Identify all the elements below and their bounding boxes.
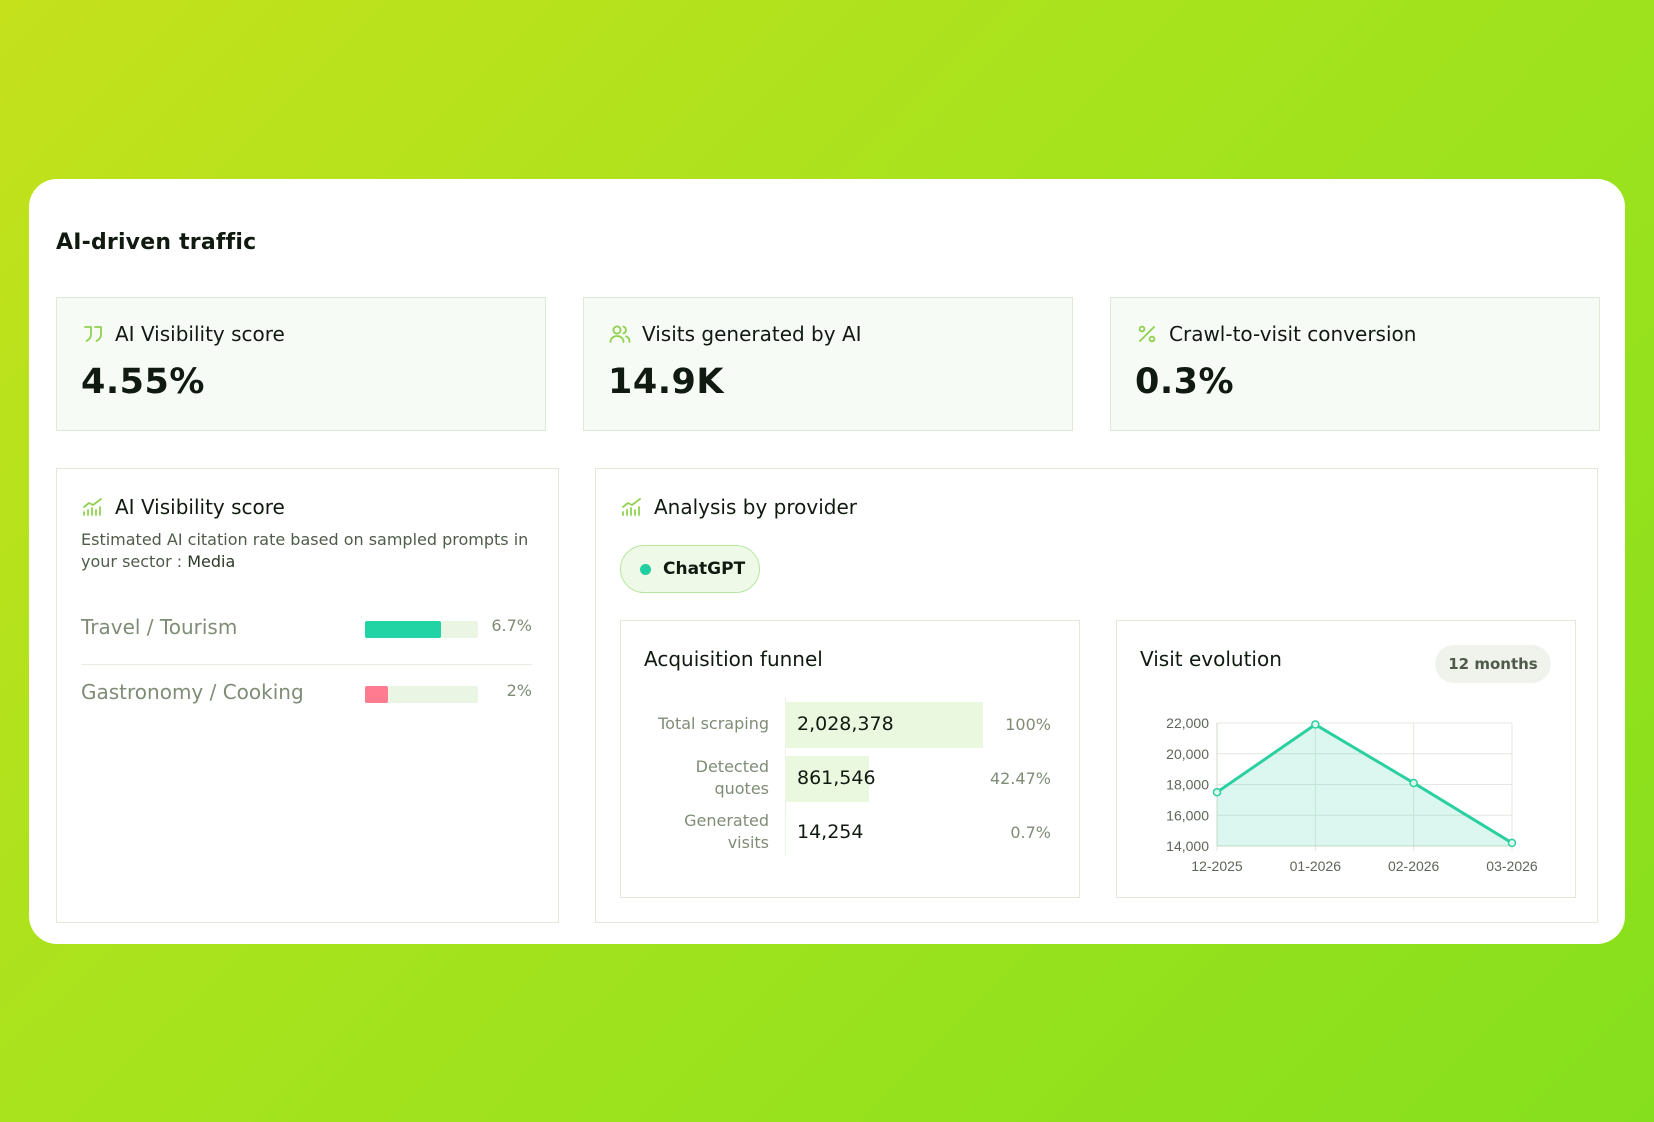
visibility-panel: AI Visibility score Estimated AI citatio… — [56, 468, 559, 923]
funnel-percent: 0.7% — [1010, 823, 1051, 842]
kpi-label: Visits generated by AI — [642, 322, 862, 346]
data-point — [1212, 787, 1222, 797]
funnel-row: Total scraping 2,028,378 100% — [621, 702, 1079, 748]
description-text: Estimated AI citation rate based on samp… — [81, 530, 529, 571]
kpi-label: AI Visibility score — [115, 322, 285, 346]
provider-dot-icon — [640, 563, 651, 575]
sector-bar-track — [365, 686, 478, 703]
provider-panel: Analysis by provider ChatGPT Acquisition… — [595, 468, 1598, 923]
ai-traffic-card: AI-driven traffic AI Visibility score 4.… — [29, 179, 1625, 944]
funnel-value: 14,254 — [797, 821, 864, 843]
kpi-conversion: Crawl-to-visit conversion 0.3% — [1110, 297, 1600, 431]
x-tick-label: 02-2026 — [1388, 858, 1440, 874]
page-title: AI-driven traffic — [56, 230, 257, 255]
data-point — [1409, 778, 1418, 788]
sector-row: Gastronomy / Cooking 2% — [81, 674, 532, 714]
visit-evolution: Visit evolution 12 months 14,000 16,000 18… — [1116, 620, 1576, 898]
series-area — [1217, 724, 1512, 846]
funnel-label: Total scraping — [658, 714, 769, 733]
funnel-title: Acquisition funnel — [644, 647, 823, 671]
kpi-value: 14.9K — [608, 362, 724, 402]
bar-chart-trend-icon — [83, 498, 102, 516]
range-12-months-button[interactable]: 12 months — [1435, 645, 1551, 683]
kpi-ai-visits: Visits generated by AI 14.9K — [583, 297, 1073, 431]
data-point — [1507, 838, 1517, 848]
funnel-bar — [785, 756, 870, 802]
sector-percent: 6.7% — [491, 616, 532, 635]
sector-bar-fill — [365, 621, 441, 638]
provider-chip-chatgpt[interactable]: ChatGPT — [620, 545, 760, 593]
panel-title: AI Visibility score — [115, 495, 285, 519]
kpi-value: 0.3% — [1135, 362, 1235, 402]
sector-label: Travel / Tourism — [81, 615, 238, 639]
funnel-bar — [785, 702, 983, 748]
sector-percent: 2% — [506, 681, 532, 700]
y-tick-label: 20,000 — [1166, 746, 1209, 762]
visit-evolution-title: Visit evolution — [1140, 647, 1282, 671]
y-tick-label: 22,000 — [1166, 715, 1209, 731]
x-tick-label: 01-2026 — [1290, 858, 1342, 874]
funnel-percent: 42.47% — [989, 769, 1051, 788]
acquisition-funnel: Acquisition funnel Total scraping 2,028,… — [620, 620, 1080, 898]
x-tick-label: 12-2025 — [1191, 858, 1243, 874]
panel-title: Analysis by provider — [654, 495, 857, 519]
funnel-row: Detected quotes 861,546 42.47% — [621, 756, 1079, 802]
percent-icon — [1138, 325, 1156, 343]
funnel-value: 861,546 — [797, 767, 876, 789]
funnel-row: Generated visits 14,254 0.7% — [621, 810, 1079, 856]
kpi-label: Crawl-to-visit conversion — [1169, 322, 1417, 346]
y-tick-label: 18,000 — [1166, 777, 1209, 793]
data-point — [1311, 720, 1320, 729]
y-tick-label: 14,000 — [1166, 838, 1209, 854]
sector-bar-track — [365, 621, 478, 638]
provider-label: ChatGPT — [663, 559, 746, 579]
sector-row: Travel / Tourism 6.7% — [81, 609, 532, 649]
sector-name: Media — [187, 552, 236, 571]
funnel-percent: 100% — [1005, 715, 1051, 734]
x-tick-label: 03-2026 — [1486, 858, 1538, 874]
panel-description: Estimated AI citation rate based on samp… — [81, 529, 541, 573]
funnel-label: Detected quotes — [695, 757, 769, 798]
users-icon — [609, 325, 631, 343]
kpi-value: 4.55% — [81, 362, 205, 402]
divider — [81, 664, 532, 665]
sector-bar-fill — [365, 686, 388, 703]
bar-chart-trend-icon — [622, 498, 641, 516]
y-tick-label: 16,000 — [1166, 807, 1209, 823]
funnel-label: Generated visits — [684, 811, 769, 852]
sector-label: Gastronomy / Cooking — [81, 680, 304, 704]
kpi-visibility-score: AI Visibility score 4.55% — [56, 297, 546, 431]
quote-icon — [84, 326, 102, 342]
visit-evolution-chart: 14,000 16,000 18,000 20,000 22,000 12-2025 01-… — [1166, 715, 1538, 874]
funnel-value: 2,028,378 — [797, 713, 894, 735]
funnel-bar — [785, 810, 787, 856]
series-line — [1216, 723, 1513, 845]
